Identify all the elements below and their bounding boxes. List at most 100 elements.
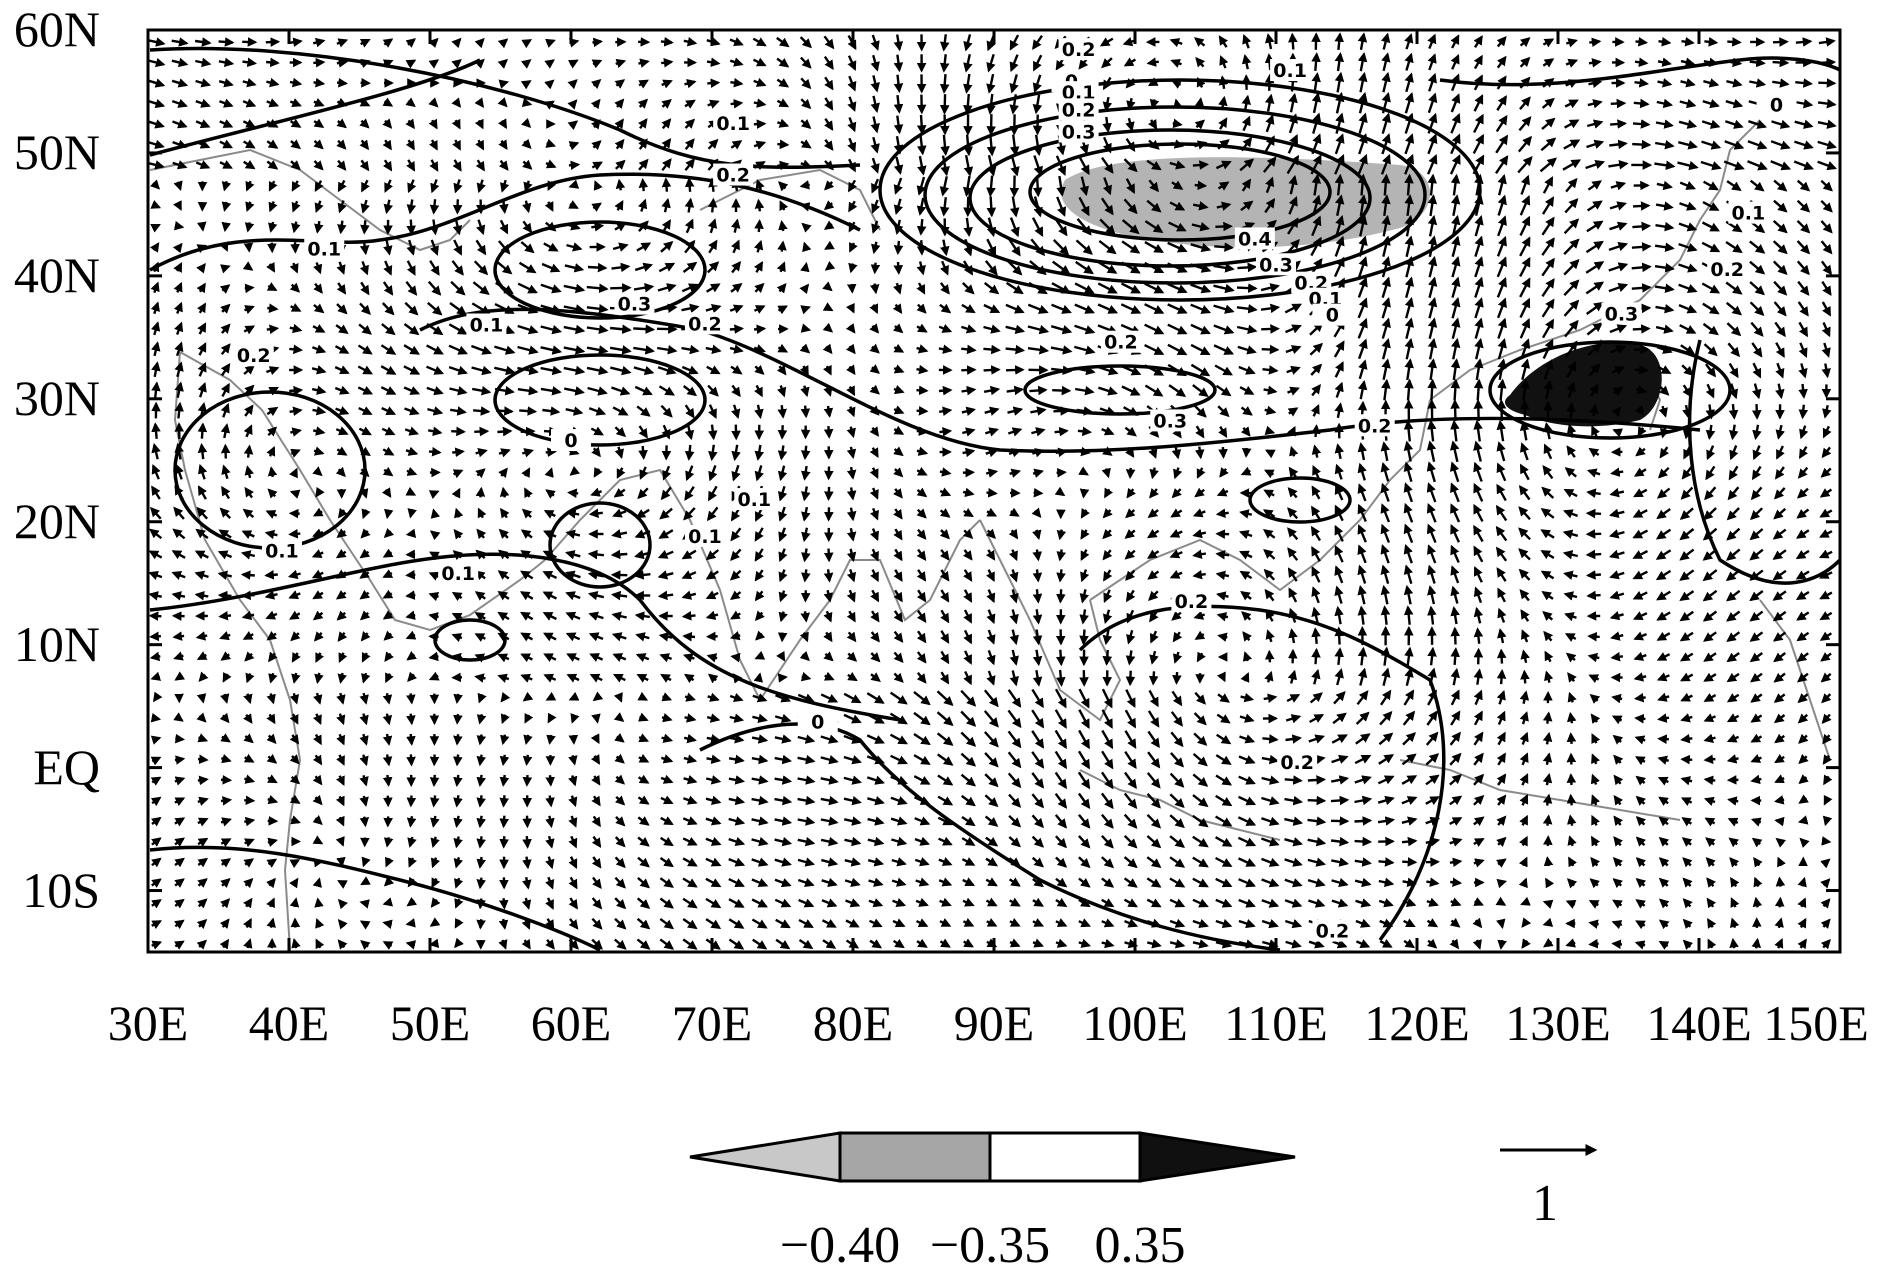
wind-vector [660,486,672,501]
wind-vector [543,509,556,519]
wind-vector [800,98,812,110]
wind-vector [1565,38,1578,48]
wind-vector [266,282,278,292]
wind-vector [1564,198,1579,214]
wind-vector [1077,750,1091,770]
wind-vector [1307,857,1326,867]
wind-vector [588,611,604,621]
wind-vector [754,282,765,293]
x-tick-label: 80E [813,995,894,1051]
wind-vector [405,590,416,600]
wind-vector [1542,773,1553,786]
wind-vector [986,649,996,666]
wind-vector [1632,509,1648,518]
wind-vector [1658,36,1672,47]
wind-vector [1495,896,1507,906]
wind-vector [1146,856,1162,868]
wind-vector [174,381,184,398]
wind-vector [563,386,585,396]
wind-vector [940,650,950,665]
wind-vector [545,856,555,870]
wind-vector [1169,814,1185,829]
wind-vector [243,139,256,149]
wind-vector [1521,917,1532,928]
wind-vector [1101,688,1113,709]
wind-vector [1192,856,1209,868]
wind-vector [823,426,834,439]
wind-vector [638,198,648,212]
wind-vector [522,691,534,702]
wind-vector [634,385,653,396]
wind-vector [1146,813,1162,829]
wind-vector [730,652,741,663]
wind-vector [334,344,350,354]
wind-vector [1032,938,1044,948]
wind-vector [1818,78,1837,88]
wind-vector [1355,918,1371,928]
wind-vector [1264,649,1275,663]
wind-vector [1519,835,1528,847]
wind-vector [174,878,185,888]
wind-vector [1659,385,1670,396]
wind-vector [1772,569,1787,581]
wind-vector [893,425,905,435]
wind-vector [359,139,370,151]
wind-vector [568,815,578,828]
wind-vector [917,155,927,176]
wind-vector [1032,918,1045,927]
wind-vector [313,160,324,171]
wind-vector [290,448,301,458]
wind-vector [244,465,254,479]
wind-vector [707,197,718,213]
wind-vector [1658,898,1670,909]
wind-vector [1632,550,1649,559]
wind-vector [220,858,232,868]
wind-vector [1821,280,1832,297]
wind-vector [1679,631,1694,642]
wind-vector [1681,36,1695,47]
wind-vector [1726,652,1740,663]
wind-vector [382,281,394,296]
wind-vector [1239,158,1255,172]
wind-vector [1169,918,1186,928]
wind-vector [916,569,927,582]
wind-vector [448,323,468,335]
wind-vector [637,774,650,784]
wind-vector [754,219,764,233]
wind-vector [289,467,298,479]
wind-vector [1357,667,1368,686]
wind-vector [778,220,788,232]
wind-vector [1356,690,1369,706]
wind-vector [240,570,255,580]
wind-vector [754,548,764,562]
wind-vector [845,898,861,908]
wind-vector [1007,751,1022,769]
wind-vector [568,775,578,787]
wind-vector [682,836,698,846]
wind-vector [1473,54,1483,70]
wind-vector [751,918,768,929]
wind-vector [820,693,839,703]
wind-vector [587,549,605,560]
wind-vector [544,79,555,90]
wind-vector [1726,631,1741,642]
wind-vector [1006,385,1025,396]
wind-vector [706,713,721,723]
wind-vector [268,180,278,192]
colorbar-segment-min [689,1131,842,1183]
wind-vector [1795,590,1810,601]
wind-vector [1659,446,1669,459]
wind-vector [591,59,603,69]
wind-vector [1520,669,1530,684]
wind-vector [1033,487,1044,498]
colorbar-label: −0.35 [930,1217,1050,1271]
wind-vector [1426,440,1437,463]
wind-vector [245,201,255,213]
wind-vector [1264,73,1275,91]
wind-vector [1496,441,1506,462]
wind-vector [1565,900,1577,909]
wind-vector [382,569,394,578]
wind-vector [1403,461,1413,483]
wind-vector [1334,443,1345,460]
contour-label: 0.4 [1238,228,1272,250]
